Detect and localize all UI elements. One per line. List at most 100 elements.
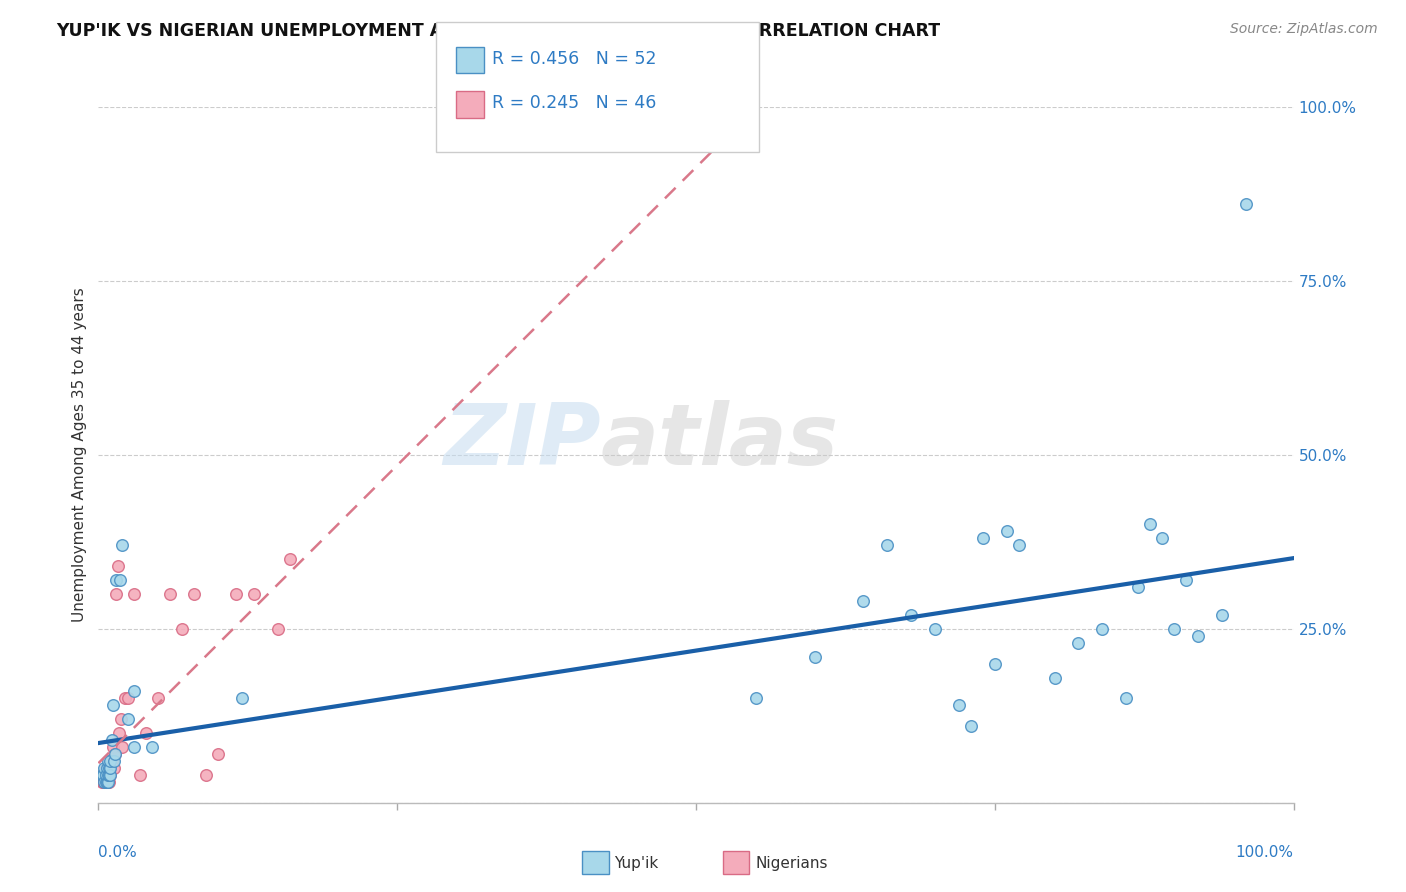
Point bbox=[159, 587, 181, 601]
Point bbox=[94, 772, 117, 786]
Point bbox=[98, 768, 121, 782]
Point bbox=[225, 587, 247, 601]
Point bbox=[97, 754, 120, 768]
Point bbox=[96, 761, 118, 775]
Point bbox=[129, 768, 152, 782]
Point bbox=[110, 712, 132, 726]
Point bbox=[93, 768, 115, 782]
Point bbox=[100, 754, 122, 768]
Point bbox=[1187, 629, 1209, 643]
Text: YUP'IK VS NIGERIAN UNEMPLOYMENT AMONG AGES 35 TO 44 YEARS CORRELATION CHART: YUP'IK VS NIGERIAN UNEMPLOYMENT AMONG AG… bbox=[56, 22, 941, 40]
Point bbox=[104, 747, 127, 761]
Point bbox=[98, 768, 121, 782]
Point bbox=[97, 761, 120, 775]
Point bbox=[135, 726, 157, 740]
Point bbox=[93, 775, 115, 789]
Point bbox=[98, 761, 122, 775]
Point bbox=[1234, 197, 1257, 211]
Point bbox=[124, 684, 146, 698]
Text: ZIP: ZIP bbox=[443, 400, 600, 483]
Point bbox=[91, 768, 114, 782]
Text: 100.0%: 100.0% bbox=[1236, 845, 1294, 860]
Point bbox=[101, 740, 124, 755]
Point bbox=[98, 761, 121, 775]
Point bbox=[101, 698, 124, 713]
Point bbox=[124, 740, 146, 755]
Point bbox=[105, 573, 128, 587]
Point bbox=[93, 775, 115, 789]
Point bbox=[959, 719, 981, 733]
Point bbox=[94, 768, 117, 782]
Point bbox=[105, 587, 128, 601]
Point bbox=[98, 768, 122, 782]
Point bbox=[1175, 573, 1198, 587]
Point bbox=[96, 775, 118, 789]
Point bbox=[93, 772, 115, 786]
Point bbox=[98, 775, 121, 789]
Point bbox=[194, 768, 217, 782]
Point bbox=[278, 552, 301, 566]
Point bbox=[1163, 622, 1185, 636]
Point bbox=[91, 768, 114, 782]
Point bbox=[103, 761, 125, 775]
Point bbox=[91, 768, 114, 782]
Point bbox=[948, 698, 970, 713]
Point bbox=[983, 657, 1005, 671]
Point bbox=[995, 524, 1018, 539]
Point bbox=[1150, 532, 1173, 546]
Point bbox=[267, 622, 290, 636]
Point bbox=[183, 587, 205, 601]
Point bbox=[1115, 691, 1137, 706]
Text: R = 0.456   N = 52: R = 0.456 N = 52 bbox=[492, 50, 657, 68]
Point bbox=[96, 768, 118, 782]
Point bbox=[148, 691, 170, 706]
Text: R = 0.245   N = 46: R = 0.245 N = 46 bbox=[492, 95, 657, 112]
Point bbox=[745, 691, 768, 706]
Text: Yup'ik: Yup'ik bbox=[614, 856, 658, 871]
Point bbox=[93, 761, 115, 775]
Point bbox=[98, 761, 122, 775]
Point bbox=[94, 761, 117, 775]
Point bbox=[111, 538, 134, 552]
Text: Nigerians: Nigerians bbox=[755, 856, 828, 871]
Y-axis label: Unemployment Among Ages 35 to 44 years: Unemployment Among Ages 35 to 44 years bbox=[72, 287, 87, 623]
Point bbox=[124, 587, 146, 601]
Point bbox=[1043, 671, 1066, 685]
Point bbox=[804, 649, 827, 664]
Point bbox=[103, 754, 125, 768]
Point bbox=[1091, 622, 1114, 636]
Point bbox=[107, 726, 129, 740]
Point bbox=[96, 772, 118, 786]
Point bbox=[107, 559, 129, 574]
Point bbox=[97, 768, 120, 782]
Point bbox=[900, 607, 922, 622]
Point bbox=[1211, 607, 1233, 622]
Point bbox=[104, 747, 127, 761]
Point bbox=[117, 712, 139, 726]
Point bbox=[1007, 538, 1029, 552]
Point bbox=[91, 775, 114, 789]
Point bbox=[1139, 517, 1161, 532]
Point bbox=[96, 775, 118, 789]
Point bbox=[91, 775, 114, 789]
Point bbox=[94, 775, 117, 789]
Point bbox=[98, 768, 122, 782]
Point bbox=[94, 768, 117, 782]
Point bbox=[231, 691, 253, 706]
Point bbox=[243, 587, 266, 601]
Point bbox=[207, 747, 229, 761]
Point bbox=[114, 691, 136, 706]
Point bbox=[141, 740, 163, 755]
Point bbox=[100, 733, 122, 747]
Point bbox=[852, 594, 875, 608]
Point bbox=[94, 775, 117, 789]
Point bbox=[117, 691, 139, 706]
Point bbox=[876, 538, 898, 552]
Point bbox=[97, 775, 120, 789]
Point bbox=[91, 768, 114, 782]
Point bbox=[98, 754, 122, 768]
Text: 0.0%: 0.0% bbox=[98, 845, 138, 860]
Point bbox=[924, 622, 946, 636]
Point bbox=[97, 775, 120, 789]
Point bbox=[1067, 636, 1090, 650]
